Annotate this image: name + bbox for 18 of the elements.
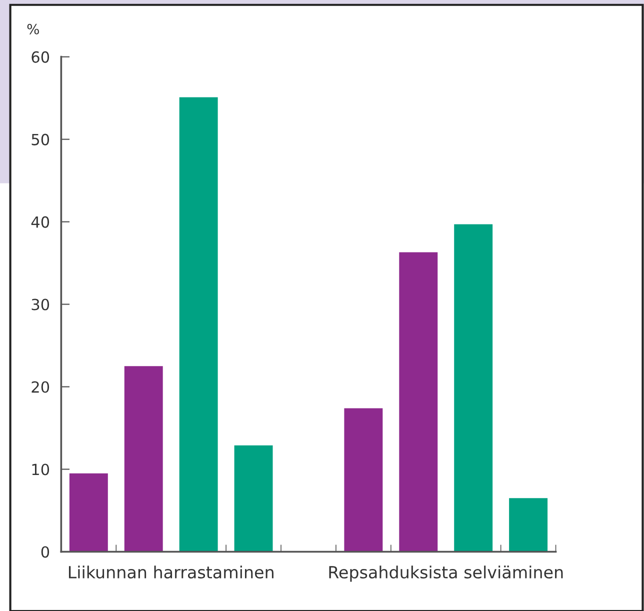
x-tick-label: Repsahduksista selviäminen <box>329 566 563 582</box>
y-tick-label: 50 <box>32 134 50 146</box>
bar <box>69 473 108 552</box>
y-tick-label: 40 <box>31 216 50 228</box>
y-tick-label: 30 <box>32 298 50 310</box>
y-tick-label: 20 <box>32 381 50 393</box>
y-axis-title: % <box>27 24 39 34</box>
y-tick-label: 60 <box>32 51 50 63</box>
bar <box>399 252 438 552</box>
bar <box>454 224 493 552</box>
bar <box>179 97 218 552</box>
bar <box>124 366 163 552</box>
bar <box>509 498 548 552</box>
y-tick-label: 10 <box>32 464 50 476</box>
x-tick-label: Liikunnan harrastaminen <box>68 566 274 579</box>
y-tick-label: 0 <box>41 546 50 558</box>
bar <box>234 445 273 552</box>
bar <box>344 408 383 552</box>
